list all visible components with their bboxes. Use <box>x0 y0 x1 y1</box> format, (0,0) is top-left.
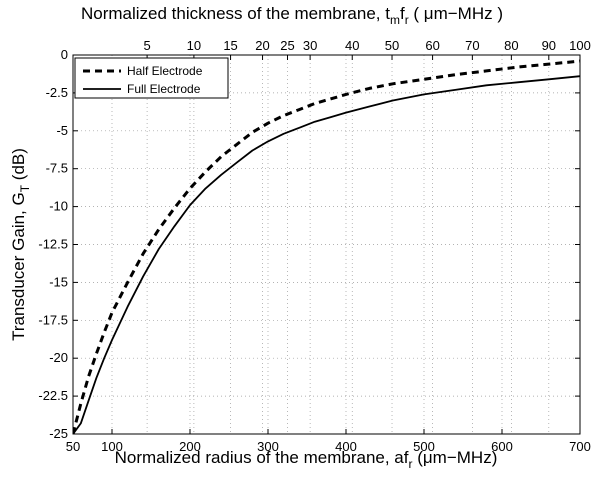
x-tick-label: 300 <box>257 439 279 454</box>
y-tick-label: -22.5 <box>38 388 68 403</box>
x-tick-label: 50 <box>66 439 80 454</box>
legend-entry-label: Half Electrode <box>127 64 203 78</box>
x-axis-title-main: Normalized radius of the membrane, af <box>115 448 409 467</box>
y-tick-label: -15 <box>49 274 68 289</box>
x-tick-label: 100 <box>101 439 123 454</box>
top-tick-label: 10 <box>187 38 201 53</box>
top-axis-title-prefix: Normalized thickness of the membrane, t <box>81 4 390 23</box>
legend-box <box>74 57 229 99</box>
y-axis-title-sub: T <box>18 184 32 192</box>
y-axis-title: Transducer Gain, GT (dB) <box>9 148 32 341</box>
y-axis-title-main: Transducer Gain, G <box>9 192 28 341</box>
top-tick-label: 50 <box>385 38 399 53</box>
top-tick-label: 20 <box>255 38 269 53</box>
legend-entry-label: Full Electrode <box>127 82 201 96</box>
half-electrode-line <box>73 59 580 434</box>
x-axis-title-tail: (μm−MHz) <box>412 448 497 467</box>
y-tick-label: -10 <box>49 199 68 214</box>
y-tick-label: -7.5 <box>46 161 68 176</box>
series-lines <box>73 59 580 434</box>
top-tick-label: 25 <box>280 38 294 53</box>
top-tick-label: 90 <box>542 38 556 53</box>
top-tick-label: 70 <box>465 38 479 53</box>
top-tick-label: 100 <box>569 38 591 53</box>
x-axis-title: Normalized radius of the membrane, afr (… <box>115 448 498 471</box>
top-axis-title-tail: ( μm−MHz ) <box>409 4 503 23</box>
top-tick-label: 40 <box>345 38 359 53</box>
x-tick-label: 500 <box>413 439 435 454</box>
top-tick-label: 5 <box>143 38 150 53</box>
y-tick-label: -20 <box>49 350 68 365</box>
x-tick-label: 400 <box>335 439 357 454</box>
top-tick-label: 60 <box>425 38 439 53</box>
full-electrode-line <box>73 75 580 434</box>
y-tick-label: 0 <box>61 47 68 62</box>
y-tick-label: -25 <box>49 426 68 441</box>
top-tick-label: 30 <box>303 38 317 53</box>
x-tick-label: 700 <box>569 439 591 454</box>
x-tick-label: 200 <box>179 439 201 454</box>
y-tick-label: -5 <box>56 123 68 138</box>
top-tick-label: 15 <box>223 38 237 53</box>
y-tick-label: -2.5 <box>46 85 68 100</box>
axis-ticks: 50 100 200 300 400 500 600 700 0 -2.5 -5 -7.5 -10 -12… <box>38 38 590 454</box>
y-tick-label: -17.5 <box>38 312 68 327</box>
x-axis-title-sub: r <box>408 457 412 471</box>
y-tick-label: -12.5 <box>38 237 68 252</box>
top-axis-title: Normalized thickness of the membrane, tm… <box>81 4 503 27</box>
top-tick-label: 80 <box>504 38 518 53</box>
x-tick-label: 600 <box>491 439 513 454</box>
y-axis-title-tail: (dB) <box>9 148 28 185</box>
top-axis-title-mid: f <box>400 4 405 23</box>
top-axis-title-sub1: m <box>390 13 400 27</box>
legend: Half Electrode Full Electrode <box>74 57 229 99</box>
top-axis-title-sub2: r <box>405 13 409 27</box>
